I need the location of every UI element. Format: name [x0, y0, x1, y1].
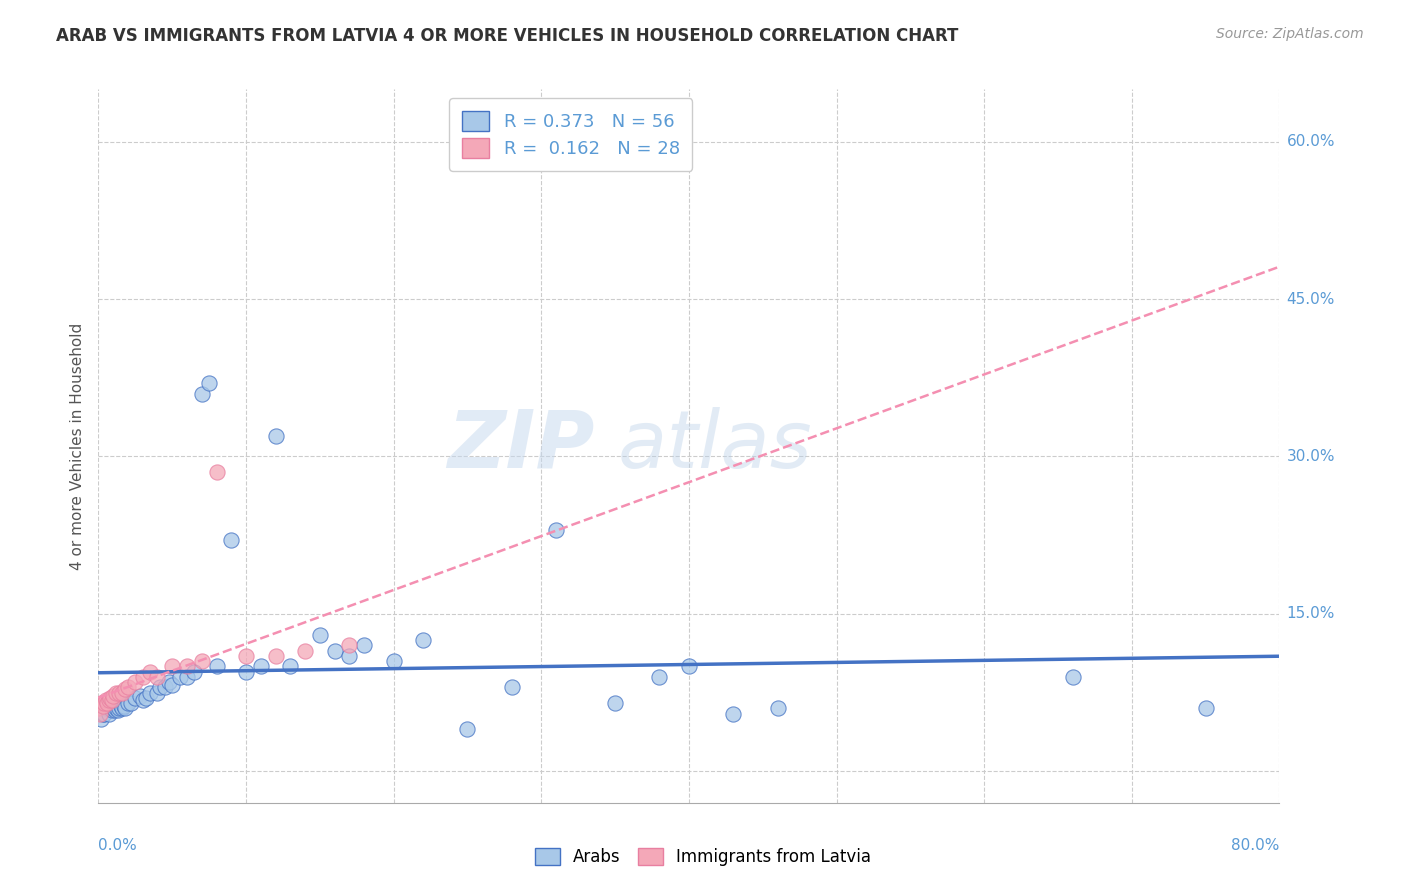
Point	[112, 699, 135, 714]
Point	[205, 659, 228, 673]
Point	[678, 659, 700, 673]
Point	[382, 654, 405, 668]
Point	[139, 685, 162, 699]
Point	[605, 696, 627, 710]
Text: Source: ZipAtlas.com: Source: ZipAtlas.com	[1216, 27, 1364, 41]
Point	[87, 701, 110, 715]
Point	[105, 685, 128, 699]
Point	[108, 685, 131, 699]
Text: 45.0%: 45.0%	[1286, 292, 1334, 307]
Point	[128, 689, 150, 703]
Point	[94, 693, 117, 707]
Point	[205, 465, 228, 479]
Point	[98, 701, 121, 715]
Text: 15.0%: 15.0%	[1286, 607, 1334, 622]
Point	[100, 693, 122, 707]
Point	[117, 681, 139, 695]
Point	[219, 533, 242, 548]
Point	[120, 696, 142, 710]
Point	[90, 696, 112, 710]
Point	[337, 639, 360, 653]
Point	[176, 670, 198, 684]
Text: ZIP: ZIP	[447, 407, 595, 485]
Point	[648, 670, 671, 684]
Point	[124, 675, 146, 690]
Point	[100, 703, 122, 717]
Point	[278, 659, 302, 673]
Point	[294, 643, 316, 657]
Text: 30.0%: 30.0%	[1286, 449, 1334, 464]
Point	[91, 699, 114, 714]
Point	[124, 690, 146, 705]
Text: atlas: atlas	[619, 407, 813, 485]
Text: 0.0%: 0.0%	[98, 838, 138, 854]
Point	[139, 665, 162, 679]
Point	[149, 681, 172, 695]
Point	[97, 693, 120, 707]
Point	[235, 665, 257, 679]
Point	[114, 682, 136, 697]
Point	[132, 693, 155, 707]
Point	[250, 659, 273, 673]
Point	[1062, 670, 1084, 684]
Point	[104, 703, 127, 717]
Point	[169, 670, 191, 684]
Point	[456, 723, 478, 737]
Point	[93, 706, 115, 721]
Text: 80.0%: 80.0%	[1232, 838, 1279, 854]
Point	[153, 681, 176, 695]
Point	[105, 701, 128, 715]
Point	[191, 386, 214, 401]
Text: ARAB VS IMMIGRANTS FROM LATVIA 4 OR MORE VEHICLES IN HOUSEHOLD CORRELATION CHART: ARAB VS IMMIGRANTS FROM LATVIA 4 OR MORE…	[56, 27, 959, 45]
Point	[111, 685, 134, 699]
Point	[103, 701, 125, 715]
Point	[97, 706, 120, 721]
Point	[544, 523, 567, 537]
Point	[94, 701, 117, 715]
Point	[107, 703, 129, 717]
Point	[132, 670, 155, 684]
Point	[183, 665, 205, 679]
Text: 60.0%: 60.0%	[1286, 134, 1334, 149]
Point	[191, 654, 214, 668]
Point	[162, 659, 183, 673]
Point	[108, 701, 131, 715]
Point	[114, 701, 136, 715]
Point	[89, 706, 111, 721]
Point	[91, 706, 114, 721]
Point	[353, 639, 375, 653]
Point	[90, 712, 112, 726]
Point	[412, 633, 434, 648]
Point	[162, 678, 183, 692]
Point	[110, 699, 132, 714]
Point	[501, 681, 523, 695]
Point	[93, 696, 115, 710]
Point	[235, 648, 257, 663]
Point	[323, 643, 346, 657]
Point	[96, 701, 118, 715]
Point	[264, 648, 287, 663]
Point	[146, 685, 169, 699]
Point	[264, 428, 287, 442]
Legend: Arabs, Immigrants from Latvia: Arabs, Immigrants from Latvia	[527, 840, 879, 875]
Point	[117, 696, 139, 710]
Point	[111, 701, 134, 715]
Point	[176, 659, 198, 673]
Point	[146, 670, 169, 684]
Legend: R = 0.373   N = 56, R =  0.162   N = 28: R = 0.373 N = 56, R = 0.162 N = 28	[450, 98, 692, 170]
Point	[98, 690, 121, 705]
Point	[337, 648, 360, 663]
Y-axis label: 4 or more Vehicles in Household: 4 or more Vehicles in Household	[69, 322, 84, 570]
Point	[96, 696, 118, 710]
Point	[198, 376, 221, 390]
Point	[103, 689, 125, 703]
Point	[135, 690, 157, 705]
Point	[1195, 701, 1218, 715]
Point	[721, 706, 744, 721]
Point	[766, 701, 789, 715]
Point	[309, 628, 332, 642]
Point	[157, 675, 180, 690]
